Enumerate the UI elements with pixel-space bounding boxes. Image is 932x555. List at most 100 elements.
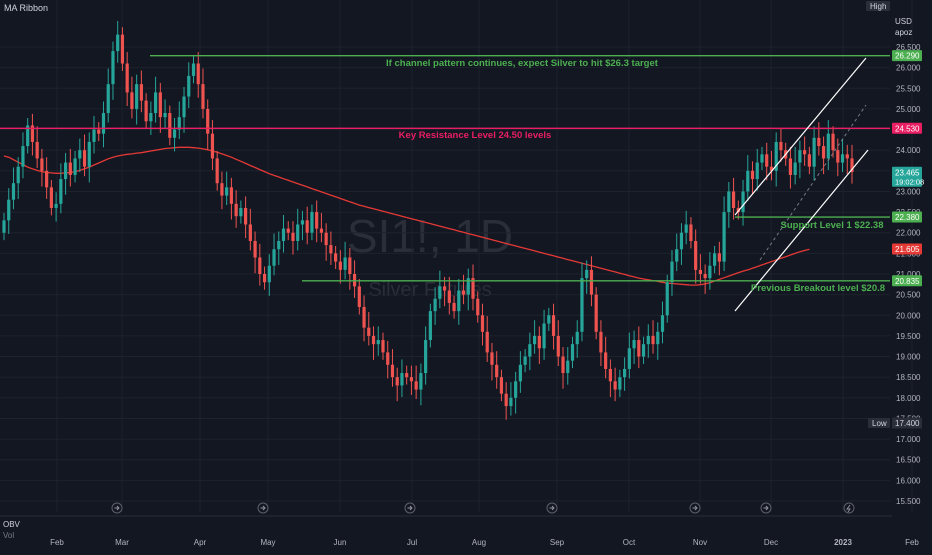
candle-body[interactable] xyxy=(49,187,53,208)
candle-body[interactable] xyxy=(409,377,414,382)
candle-body[interactable] xyxy=(21,146,25,167)
candle-body[interactable] xyxy=(329,245,333,254)
channel-lower-line[interactable] xyxy=(734,149,869,312)
candle-body[interactable] xyxy=(7,199,11,221)
candle-body[interactable] xyxy=(172,129,177,138)
candle-body[interactable] xyxy=(281,228,286,241)
candle-body[interactable] xyxy=(594,294,598,332)
candle-body[interactable] xyxy=(741,191,745,213)
candle-body[interactable] xyxy=(400,373,404,386)
candle-body[interactable] xyxy=(452,302,456,312)
candle-body[interactable] xyxy=(708,265,712,279)
candle-body[interactable] xyxy=(206,108,210,134)
candle-body[interactable] xyxy=(201,84,205,109)
candle-body[interactable] xyxy=(248,224,252,241)
candle-body[interactable] xyxy=(296,224,300,241)
candle-body[interactable] xyxy=(641,344,646,357)
candle-body[interactable] xyxy=(698,269,703,274)
candle-body[interactable] xyxy=(750,170,755,180)
candle-body[interactable] xyxy=(376,340,380,345)
candles[interactable] xyxy=(2,20,854,420)
candle-body[interactable] xyxy=(532,335,537,345)
candle-body[interactable] xyxy=(703,274,707,279)
candle-body[interactable] xyxy=(537,335,541,349)
candle-body[interactable] xyxy=(63,162,68,180)
candle-body[interactable] xyxy=(87,141,91,167)
candle-body[interactable] xyxy=(135,84,139,109)
candle-body[interactable] xyxy=(608,368,612,382)
candle-body[interactable] xyxy=(509,397,513,407)
candle-body[interactable] xyxy=(471,278,475,299)
candle-body[interactable] xyxy=(736,207,740,213)
candle-body[interactable] xyxy=(338,261,342,270)
candle-body[interactable] xyxy=(111,51,115,85)
candle-body[interactable] xyxy=(485,331,489,353)
candle-body[interactable] xyxy=(334,253,338,262)
candle-body[interactable] xyxy=(149,113,153,122)
candle-body[interactable] xyxy=(803,150,807,155)
candle-body[interactable] xyxy=(324,232,328,246)
candle-body[interactable] xyxy=(547,315,551,324)
candle-body[interactable] xyxy=(604,352,608,369)
candle-body[interactable] xyxy=(746,170,750,192)
candle-body[interactable] xyxy=(765,154,769,167)
candle-body[interactable] xyxy=(390,364,395,378)
candle-body[interactable] xyxy=(613,381,617,390)
channel-upper-line[interactable] xyxy=(734,57,867,216)
candle-body[interactable] xyxy=(447,290,451,303)
candle-body[interactable] xyxy=(191,63,196,76)
candle-body[interactable] xyxy=(821,146,826,159)
candle-body[interactable] xyxy=(774,141,778,171)
candle-body[interactable] xyxy=(234,203,238,217)
candle-body[interactable] xyxy=(561,356,565,374)
candle-body[interactable] xyxy=(788,158,793,175)
candle-body[interactable] xyxy=(632,340,636,349)
candle-body[interactable] xyxy=(45,170,49,188)
candle-body[interactable] xyxy=(78,150,82,159)
candle-body[interactable] xyxy=(97,129,101,134)
candle-body[interactable] xyxy=(528,344,532,357)
candle-body[interactable] xyxy=(300,220,305,225)
candle-body[interactable] xyxy=(769,166,774,171)
candle-body[interactable] xyxy=(153,92,158,114)
lightning-event-icon[interactable] xyxy=(843,502,855,514)
price-axis[interactable]: 15.50016.00016.50017.00017.50018.00018.5… xyxy=(896,43,921,506)
candle-body[interactable] xyxy=(727,191,731,213)
candle-body[interactable] xyxy=(840,154,845,163)
candle-body[interactable] xyxy=(495,364,499,378)
candle-body[interactable] xyxy=(476,298,480,316)
candle-body[interactable] xyxy=(286,228,290,233)
candle-body[interactable] xyxy=(125,63,129,93)
candle-body[interactable] xyxy=(35,141,39,159)
candle-body[interactable] xyxy=(807,154,811,167)
candle-body[interactable] xyxy=(523,356,527,365)
candle-body[interactable] xyxy=(817,137,821,147)
candle-body[interactable] xyxy=(101,113,106,134)
candle-body[interactable] xyxy=(480,315,485,332)
candle-body[interactable] xyxy=(319,228,324,233)
candle-body[interactable] xyxy=(514,381,518,398)
candle-body[interactable] xyxy=(570,344,575,361)
candle-body[interactable] xyxy=(694,240,698,270)
candle-body[interactable] xyxy=(424,340,428,374)
candle-body[interactable] xyxy=(54,203,58,208)
candle-body[interactable] xyxy=(59,179,63,204)
candle-body[interactable] xyxy=(291,232,295,241)
candle-body[interactable] xyxy=(836,150,840,163)
candle-body[interactable] xyxy=(357,286,361,308)
candle-body[interactable] xyxy=(599,331,603,353)
candle-body[interactable] xyxy=(182,96,186,118)
candle-body[interactable] xyxy=(589,269,594,295)
candle-body[interactable] xyxy=(490,352,494,365)
candle-body[interactable] xyxy=(466,278,470,295)
candle-body[interactable] xyxy=(585,269,589,279)
candle-body[interactable] xyxy=(779,141,783,151)
candle-body[interactable] xyxy=(386,352,390,365)
candle-body[interactable] xyxy=(826,133,830,159)
candle-body[interactable] xyxy=(130,92,134,109)
candle-body[interactable] xyxy=(277,240,281,250)
candle-body[interactable] xyxy=(542,323,546,349)
candle-body[interactable] xyxy=(229,187,233,204)
candle-body[interactable] xyxy=(499,377,504,394)
